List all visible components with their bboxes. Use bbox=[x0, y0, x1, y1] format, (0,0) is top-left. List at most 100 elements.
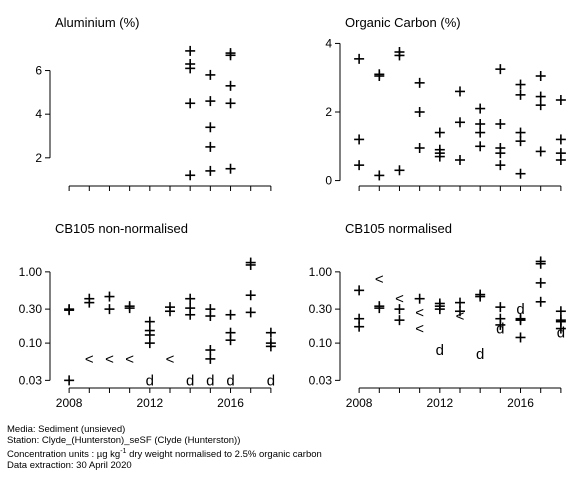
data-point bbox=[205, 345, 216, 356]
data-point bbox=[515, 89, 526, 100]
y-tick-label: 4 bbox=[325, 36, 332, 50]
x-axis: 2008 2012 2016 bbox=[56, 387, 272, 410]
y-tick-label: 6 bbox=[35, 64, 42, 78]
data-point bbox=[104, 291, 115, 302]
panel-title: Aluminium (%) bbox=[55, 15, 140, 30]
data-point bbox=[354, 285, 365, 296]
footer-extraction: Data extraction: 30 April 2020 bbox=[7, 460, 132, 472]
data-point bbox=[455, 306, 465, 317]
data-point bbox=[104, 304, 115, 315]
y-tick-label: 2 bbox=[325, 105, 332, 119]
data-point bbox=[354, 321, 365, 332]
data-point-detection-limit: d bbox=[476, 346, 484, 363]
data-point bbox=[225, 335, 236, 346]
data-point-less-than: < bbox=[395, 291, 404, 308]
x-tick-label: 2016 bbox=[217, 396, 244, 410]
y-axis: 0.03 0.10 0.30 1.00 bbox=[19, 265, 51, 387]
data-point-detection-limit: d bbox=[516, 301, 524, 318]
data-point bbox=[64, 375, 75, 386]
data-point-detection-limit: d bbox=[436, 342, 444, 359]
data-points: < < <d<d d d d bbox=[64, 257, 276, 389]
data-point bbox=[535, 277, 546, 288]
chart-panel-2: Organic Carbon (%) 0 2 4 bbox=[325, 15, 566, 191]
data-point bbox=[414, 293, 425, 304]
data-point bbox=[205, 96, 216, 107]
data-point bbox=[205, 311, 216, 322]
y-tick-label: 4 bbox=[35, 107, 42, 121]
footer-notes: Media: Sediment (unsieved) Station: Clyd… bbox=[7, 424, 322, 471]
y-axis: 0 2 4 bbox=[325, 36, 341, 188]
y-tick-label: 0.10 bbox=[19, 336, 43, 350]
data-point bbox=[205, 122, 216, 133]
y-axis: 2 4 6 bbox=[35, 64, 51, 165]
data-point bbox=[495, 148, 506, 159]
y-tick-label: 0.30 bbox=[309, 302, 333, 316]
data-point bbox=[535, 71, 546, 81]
data-point bbox=[515, 315, 526, 326]
data-point bbox=[185, 309, 196, 320]
data-point bbox=[205, 165, 216, 176]
y-tick-label: 1.00 bbox=[19, 265, 43, 279]
data-point bbox=[515, 332, 526, 343]
data-point bbox=[185, 170, 196, 181]
data-point bbox=[205, 353, 216, 364]
y-tick-label: 2 bbox=[35, 151, 42, 165]
data-point-detection-limit: d bbox=[206, 372, 214, 389]
data-point bbox=[515, 79, 526, 90]
x-tick-label: 2008 bbox=[346, 396, 373, 410]
footer-media: Media: Sediment (unsieved) bbox=[7, 424, 126, 435]
data-point bbox=[144, 316, 155, 327]
data-point-less-than: < bbox=[456, 308, 465, 325]
y-tick-label: 0.30 bbox=[19, 302, 43, 316]
data-point bbox=[555, 134, 566, 145]
data-point-less-than: < bbox=[105, 351, 114, 368]
data-point bbox=[225, 98, 236, 109]
x-axis bbox=[358, 185, 562, 191]
data-point-less-than: < bbox=[415, 304, 424, 321]
data-point bbox=[475, 119, 486, 129]
data-point bbox=[555, 155, 566, 165]
x-tick-label: 2008 bbox=[56, 396, 83, 410]
data-point-less-than: < bbox=[85, 351, 94, 368]
data-point bbox=[455, 297, 465, 308]
data-point bbox=[144, 338, 155, 349]
data-point bbox=[475, 127, 486, 138]
data-point bbox=[354, 160, 365, 171]
data-point bbox=[535, 91, 546, 102]
data-point bbox=[185, 293, 196, 304]
data-point bbox=[84, 297, 95, 308]
footer-units-exponent: -1 bbox=[120, 448, 127, 455]
data-point-detection-limit: d bbox=[496, 321, 504, 338]
data-point bbox=[245, 259, 256, 270]
chart-panel-1: Aluminium (%) 2 4 6 bbox=[35, 15, 272, 191]
data-point bbox=[515, 136, 526, 147]
chart-panel-3: CB105 non-normalised 0.03 0.10 0.30 1.00 2008… bbox=[19, 221, 276, 410]
data-point bbox=[394, 315, 405, 326]
footer-units-prefix: Concentration units : µg kg bbox=[7, 449, 121, 461]
data-point bbox=[535, 146, 546, 157]
data-point-detection-limit: d bbox=[186, 372, 194, 389]
data-point bbox=[535, 296, 546, 307]
data-point bbox=[165, 306, 175, 317]
data-point bbox=[475, 291, 486, 302]
data-point-detection-limit: d bbox=[146, 372, 154, 389]
data-point bbox=[414, 77, 425, 88]
data-point bbox=[434, 304, 445, 315]
data-point bbox=[434, 127, 445, 138]
data-point bbox=[374, 303, 385, 314]
data-point bbox=[475, 103, 486, 114]
data-point bbox=[515, 127, 526, 138]
x-tick-label: 2016 bbox=[507, 396, 534, 410]
data-points bbox=[185, 45, 236, 181]
x-axis bbox=[68, 185, 272, 191]
data-point bbox=[434, 151, 445, 162]
data-point bbox=[354, 134, 365, 145]
y-tick-label: 0.03 bbox=[309, 373, 333, 387]
data-point bbox=[225, 163, 236, 174]
data-point bbox=[455, 86, 465, 97]
data-point bbox=[124, 303, 135, 314]
data-point-less-than: < bbox=[166, 351, 175, 368]
data-point-less-than: < bbox=[125, 351, 134, 368]
chart-panel-4: CB105 normalised 0.03 0.10 0.30 1.00 2008 2012… bbox=[309, 221, 566, 410]
data-point bbox=[185, 63, 196, 74]
